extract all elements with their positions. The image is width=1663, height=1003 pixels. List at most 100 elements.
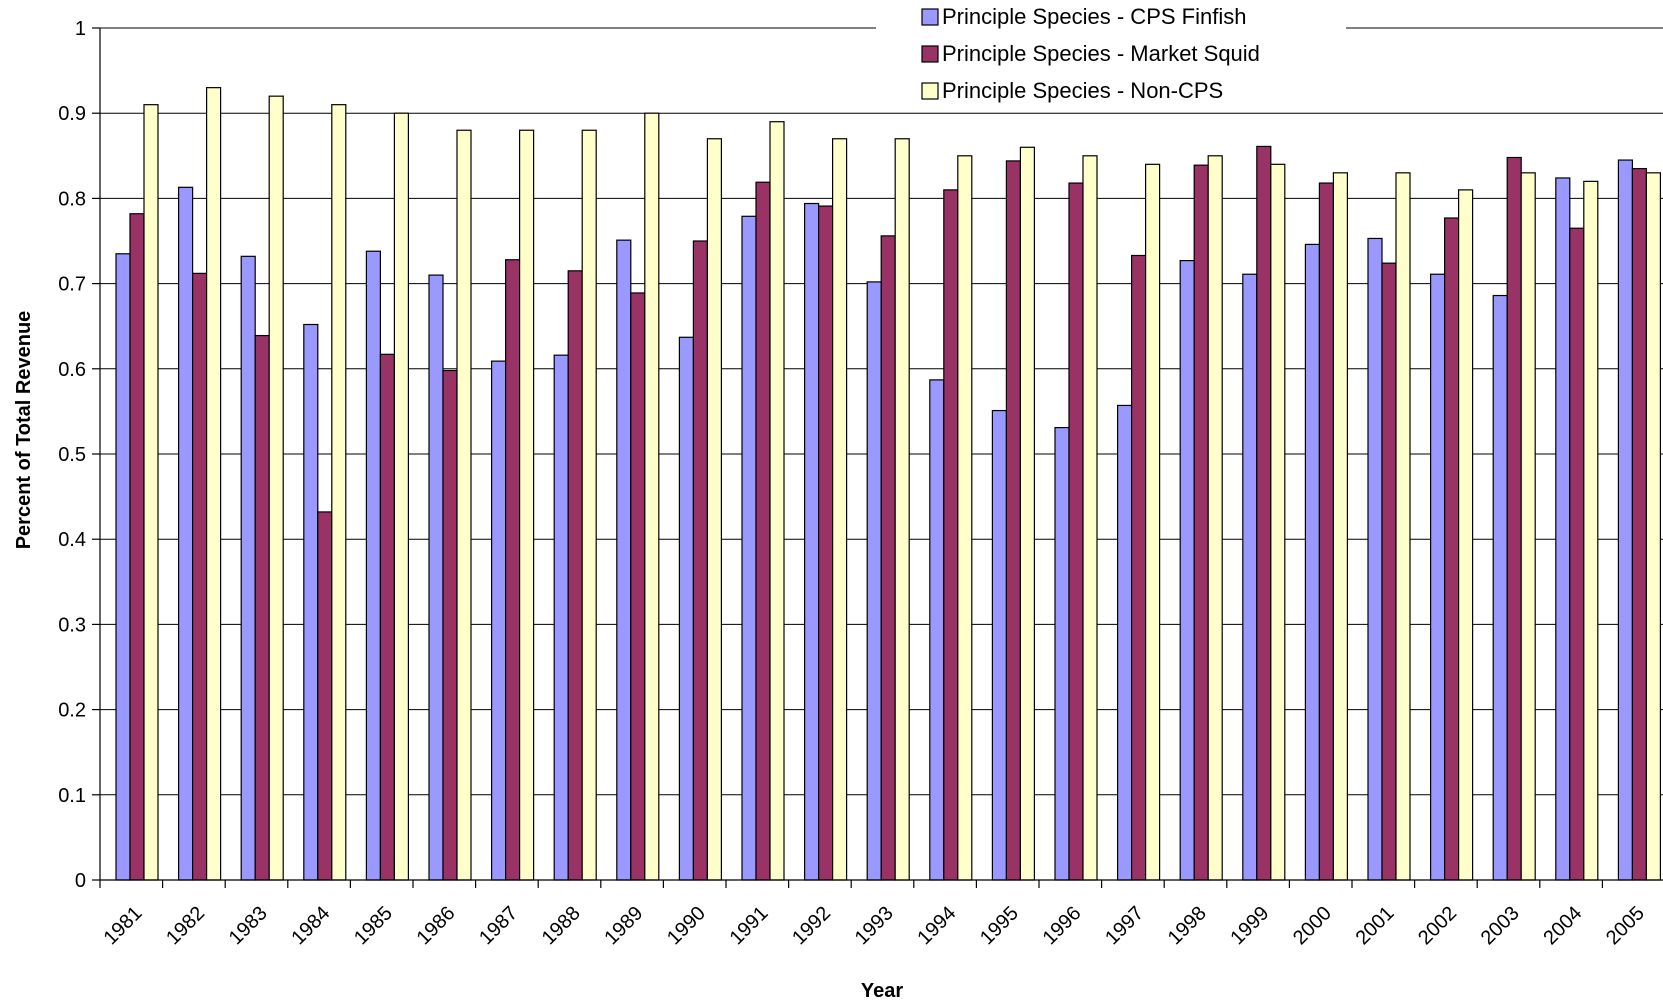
x-tick-label: 1994 xyxy=(913,902,960,949)
bar-1984-series-1 xyxy=(303,323,319,881)
bar-1996-series-2 xyxy=(1068,182,1084,881)
bar-1997-series-2 xyxy=(1130,254,1147,881)
bar-1990-series-2 xyxy=(692,240,709,881)
bars xyxy=(115,87,1662,881)
bar-1994-series-1 xyxy=(929,379,945,881)
bar-1992-series-1 xyxy=(803,202,820,881)
x-tick-label: 2004 xyxy=(1539,902,1586,949)
legend-swatch xyxy=(921,82,939,100)
bar-1990-series-3 xyxy=(706,138,723,881)
bar-2003-series-3 xyxy=(1520,172,1536,881)
y-axis-title: Percent of Total Revenue xyxy=(13,311,35,550)
bar-1995-series-3 xyxy=(1019,146,1036,881)
bar-1981-series-2 xyxy=(129,213,145,881)
bar-1989-series-2 xyxy=(630,292,646,881)
bar-1985-series-2 xyxy=(379,353,395,881)
x-tick-label: 1993 xyxy=(851,902,898,949)
x-tick-label: 1987 xyxy=(475,902,522,949)
legend-background xyxy=(876,0,1346,110)
bar-1992-series-2 xyxy=(817,205,834,881)
bar-2000-series-3 xyxy=(1332,172,1349,881)
bar-2002-series-2 xyxy=(1443,217,1460,881)
y-tick-label: 0 xyxy=(75,870,86,892)
x-tick-label: 1999 xyxy=(1226,902,1273,949)
legend-swatch xyxy=(921,45,939,63)
y-tick-label: 0.9 xyxy=(58,103,86,125)
bar-2003-series-2 xyxy=(1506,156,1522,881)
bar-1991-series-2 xyxy=(755,181,771,881)
x-tick-labels: 1981 1982 1983 1984 1985 1986 1987 1988 1989 1990… xyxy=(100,902,1649,949)
bar-1999-series-2 xyxy=(1256,145,1272,881)
bar-2003-series-1 xyxy=(1492,294,1508,881)
x-tick-label: 1983 xyxy=(225,902,272,949)
bar-1982-series-2 xyxy=(192,272,208,881)
axes xyxy=(99,28,1663,888)
x-tick-label: 1989 xyxy=(600,902,647,949)
bar-1993-series-2 xyxy=(880,235,896,881)
bar-1987-series-1 xyxy=(491,360,507,881)
x-tick-label: 1998 xyxy=(1164,902,1211,949)
bar-1991-series-1 xyxy=(741,215,757,881)
x-tick-label: 1981 xyxy=(100,902,147,949)
bar-1995-series-1 xyxy=(991,409,1008,881)
bar-1983-series-3 xyxy=(268,95,284,881)
y-tick-label: 1 xyxy=(75,18,86,40)
y-tick-label: 0.1 xyxy=(58,785,86,807)
bar-1998-series-1 xyxy=(1179,259,1195,881)
bar-1999-series-1 xyxy=(1242,273,1258,881)
bar-1996-series-3 xyxy=(1082,155,1098,881)
bar-1987-series-2 xyxy=(505,259,521,881)
bar-2001-series-3 xyxy=(1395,172,1411,881)
x-axis-title: Year xyxy=(861,980,903,1002)
x-tick-label: 1986 xyxy=(413,902,460,949)
x-tick-label: 1992 xyxy=(788,902,835,949)
bar-1987-series-3 xyxy=(518,129,535,881)
bar-1981-series-1 xyxy=(115,253,131,881)
bar-1992-series-3 xyxy=(831,138,848,881)
bar-2004-series-3 xyxy=(1583,180,1599,881)
bar-1988-series-2 xyxy=(567,270,583,881)
bar-1981-series-3 xyxy=(143,104,159,881)
bar-1985-series-1 xyxy=(365,250,381,881)
x-tick-label: 2005 xyxy=(1602,902,1649,949)
bar-1997-series-1 xyxy=(1116,404,1133,881)
bar-1997-series-3 xyxy=(1144,163,1161,881)
bar-2004-series-1 xyxy=(1555,177,1571,881)
bar-1982-series-1 xyxy=(178,186,194,881)
bar-2002-series-1 xyxy=(1429,273,1446,881)
y-tick-label: 0.2 xyxy=(58,700,86,722)
y-tick-label: 0.6 xyxy=(58,359,86,381)
y-tick-label: 0.3 xyxy=(58,614,86,636)
y-tick-label: 0.5 xyxy=(58,444,86,466)
bar-1988-series-1 xyxy=(553,354,569,881)
bar-2000-series-1 xyxy=(1304,243,1321,881)
x-tick-label: 1990 xyxy=(663,902,710,949)
bar-1989-series-1 xyxy=(616,239,632,881)
bar-1983-series-1 xyxy=(240,255,256,881)
y-tick-labels: 0 0.1 0.2 0.3 0.4 0.5 0.6 0.7 0.8 0.9 1 xyxy=(58,18,86,892)
legend-label: Principle Species - CPS Finfish xyxy=(942,4,1246,29)
bar-1984-series-2 xyxy=(317,511,333,881)
bar-2001-series-1 xyxy=(1367,237,1383,881)
bar-1993-series-1 xyxy=(866,281,882,881)
x-tick-label: 1995 xyxy=(976,902,1023,949)
x-tick-label: 1991 xyxy=(726,902,773,949)
bar-1991-series-3 xyxy=(769,121,785,881)
bar-1989-series-3 xyxy=(644,112,660,881)
x-tick-label: 2000 xyxy=(1289,902,1336,949)
bar-1990-series-1 xyxy=(678,336,695,881)
x-tick-label: 1988 xyxy=(538,902,585,949)
bar-2005-series-3 xyxy=(1645,172,1662,881)
y-tick-label: 0.4 xyxy=(58,529,86,551)
bar-1986-series-3 xyxy=(456,129,472,881)
bar-1995-series-2 xyxy=(1005,160,1022,881)
bar-1982-series-3 xyxy=(206,87,222,881)
bar-1998-series-2 xyxy=(1193,164,1209,881)
y-tick-label: 0.8 xyxy=(58,188,86,210)
y-tick-label: 0.7 xyxy=(58,274,86,296)
bar-1984-series-3 xyxy=(331,104,347,881)
x-tick-label: 1996 xyxy=(1039,902,1086,949)
x-tick-label: 2002 xyxy=(1414,902,1461,949)
legend-label: Principle Species - Market Squid xyxy=(942,41,1260,66)
bar-1996-series-1 xyxy=(1054,426,1070,881)
